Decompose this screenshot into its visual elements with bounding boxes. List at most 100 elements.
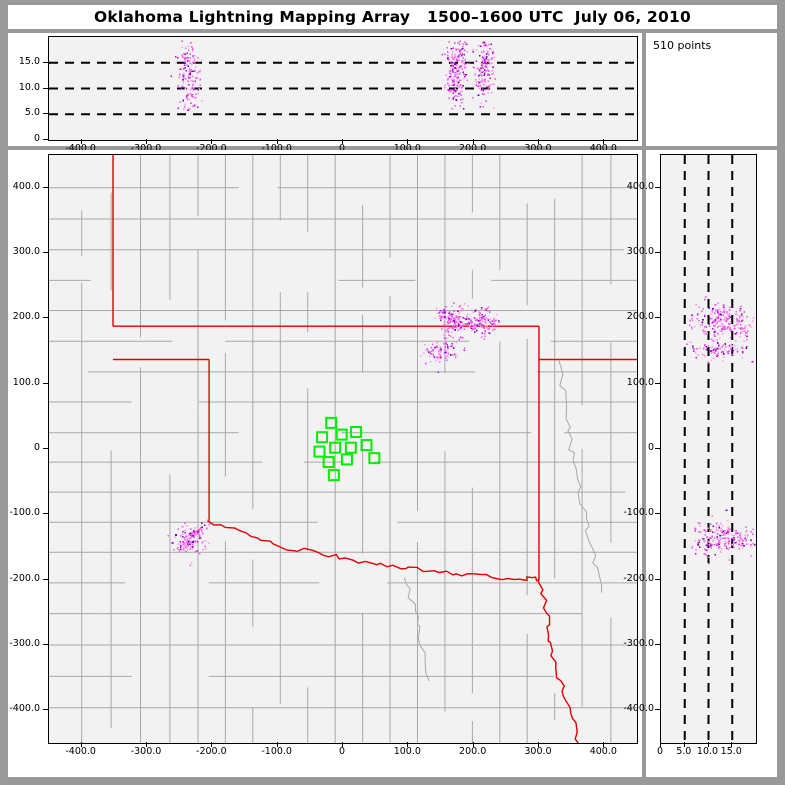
x-tick bbox=[276, 742, 278, 747]
x-tick-label: -200.0 bbox=[196, 746, 227, 757]
x-tick-label: -100.0 bbox=[261, 143, 292, 154]
y-tick-label: 300.0 bbox=[626, 246, 654, 257]
x-tick bbox=[538, 139, 539, 144]
x-tick bbox=[603, 742, 605, 747]
y-tick bbox=[655, 252, 660, 253]
x-tick bbox=[80, 742, 82, 747]
y-tick-label: 15.0 bbox=[18, 55, 40, 67]
y-tick-label: 400.0 bbox=[626, 180, 654, 192]
y-tick-label: 0 bbox=[33, 133, 40, 144]
y-tick-label: 10.0 bbox=[18, 81, 40, 93]
point-count-label: 510 points bbox=[653, 39, 712, 52]
x-tick bbox=[472, 742, 474, 747]
y-tick-label: 200.0 bbox=[12, 311, 40, 323]
x-tick-label: 0 bbox=[656, 746, 664, 757]
y-tick bbox=[43, 186, 48, 188]
y-tick-label: -200.0 bbox=[623, 572, 654, 584]
y-tick-label: 100.0 bbox=[12, 376, 40, 388]
y-tick bbox=[655, 382, 660, 384]
x-tick-label: 5.0 bbox=[676, 746, 692, 757]
altitude-vs-east-sources bbox=[49, 40, 637, 116]
x-tick bbox=[472, 139, 474, 144]
x-tick bbox=[407, 139, 409, 144]
y-tick bbox=[43, 61, 48, 63]
x-tick bbox=[146, 742, 147, 747]
y-tick bbox=[655, 644, 660, 645]
title-panel: Oklahoma Lightning Mapping Array 1500–16… bbox=[8, 5, 777, 29]
x-tick-label: -400.0 bbox=[65, 143, 96, 154]
y-tick-label: 200.0 bbox=[626, 311, 654, 323]
x-tick bbox=[211, 139, 213, 144]
page-title: Oklahoma Lightning Mapping Array 1500–16… bbox=[94, 8, 691, 26]
y-tick bbox=[655, 513, 660, 515]
y-tick bbox=[655, 448, 660, 449]
y-tick-label: -100.0 bbox=[623, 507, 654, 519]
y-tick-label: 300.0 bbox=[12, 246, 40, 257]
y-tick bbox=[43, 448, 48, 449]
x-tick-label: 15.0 bbox=[720, 746, 742, 757]
x-tick bbox=[342, 139, 343, 144]
x-tick-label: -300.0 bbox=[130, 143, 162, 154]
x-tick-label: 200.0 bbox=[459, 746, 487, 757]
y-tick-label: -400.0 bbox=[9, 703, 40, 715]
y-tick bbox=[43, 317, 48, 319]
x-tick-label: 100.0 bbox=[393, 746, 421, 757]
x-tick bbox=[276, 139, 278, 144]
x-tick-label: -200.0 bbox=[196, 143, 227, 154]
x-tick-label: 300.0 bbox=[524, 746, 552, 757]
x-tick bbox=[603, 139, 605, 144]
y-tick-label: 5.0 bbox=[24, 107, 40, 119]
y-tick bbox=[655, 709, 660, 711]
y-tick bbox=[43, 644, 48, 645]
y-tick-label: -300.0 bbox=[623, 638, 654, 649]
y-tick bbox=[43, 578, 48, 580]
map-geography-and-sources bbox=[49, 155, 637, 743]
y-tick bbox=[43, 87, 48, 89]
altitude-vs-north-panel: 0 5.0 10.0 15.0 -400.0 -300.0 -200.0 -100.0 0 100… bbox=[623, 150, 777, 777]
x-tick-label: -100.0 bbox=[261, 746, 292, 757]
x-tick-label: 400.0 bbox=[589, 746, 617, 757]
y-tick-label: -300.0 bbox=[9, 638, 40, 649]
x-tick bbox=[707, 742, 709, 747]
y-tick-label: 100.0 bbox=[626, 376, 654, 388]
altitude-vs-east-panel: -400.0 -300.0 -200.0 -100.0 0 100.0 200.0 300.0… bbox=[8, 33, 642, 154]
y-tick-label: -100.0 bbox=[9, 507, 40, 519]
x-tick bbox=[660, 742, 661, 747]
x-tick-label: 400.0 bbox=[589, 143, 617, 154]
y-tick-label: 400.0 bbox=[12, 180, 40, 192]
y-tick-label: 0 bbox=[33, 442, 40, 453]
x-tick-label: 100.0 bbox=[393, 143, 421, 154]
x-tick bbox=[538, 742, 539, 747]
point-count-panel: 510 points bbox=[646, 33, 777, 146]
y-tick bbox=[43, 709, 48, 711]
y-tick-label: -400.0 bbox=[623, 703, 654, 715]
x-tick-label: 0 bbox=[338, 746, 346, 757]
y-tick-label: -200.0 bbox=[9, 572, 40, 584]
y-tick bbox=[655, 186, 660, 188]
x-tick-label: -300.0 bbox=[130, 746, 162, 757]
x-tick bbox=[146, 139, 147, 144]
y-tick bbox=[43, 139, 48, 140]
plan-view-map-plot bbox=[48, 154, 638, 744]
x-tick-label: 300.0 bbox=[524, 143, 552, 154]
x-tick bbox=[407, 742, 409, 747]
map-panel: -400.0 -300.0 -200.0 -100.0 0 100.0 200.0 300.0… bbox=[8, 150, 642, 777]
altitude-vs-north-plot bbox=[660, 154, 757, 744]
altitude-vs-east-plot bbox=[48, 36, 638, 141]
y-tick bbox=[43, 382, 48, 384]
y-tick bbox=[43, 252, 48, 253]
x-tick bbox=[731, 742, 733, 747]
altitude-vs-north-sources bbox=[683, 155, 756, 743]
x-tick-label: 0 bbox=[338, 143, 346, 154]
y-tick bbox=[655, 578, 660, 580]
x-tick bbox=[80, 139, 82, 144]
y-tick-label: 0 bbox=[647, 442, 654, 453]
x-tick bbox=[211, 742, 213, 747]
x-tick-label: 200.0 bbox=[459, 143, 487, 154]
x-tick bbox=[683, 742, 685, 747]
x-tick-label: 10.0 bbox=[696, 746, 719, 757]
y-tick bbox=[43, 113, 48, 115]
y-tick bbox=[655, 317, 660, 319]
x-tick bbox=[342, 742, 343, 747]
